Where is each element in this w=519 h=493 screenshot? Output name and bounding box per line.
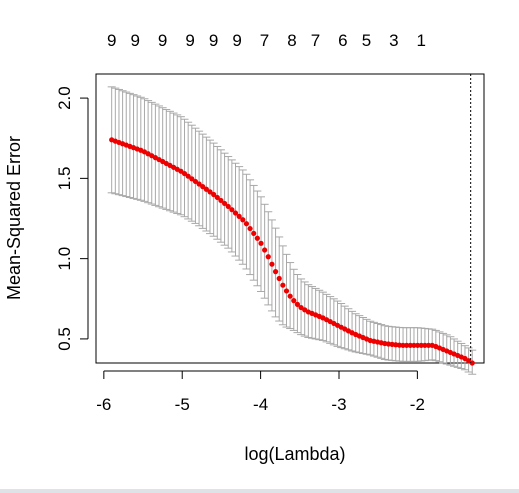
top-count-label: 3	[389, 31, 398, 50]
data-point	[225, 203, 231, 210]
error-bar	[176, 116, 185, 216]
error-bar	[213, 145, 222, 240]
x-tick-label: -6	[96, 395, 111, 414]
data-point	[269, 261, 275, 267]
data-point	[203, 186, 209, 192]
error-bar	[224, 156, 233, 249]
top-count-label: 9	[185, 31, 194, 50]
data-point	[407, 342, 413, 348]
data-point	[291, 298, 297, 304]
error-bar	[169, 112, 178, 213]
data-point	[240, 217, 246, 223]
error-bar	[184, 121, 193, 220]
top-count-label: 6	[338, 31, 347, 50]
data-point	[276, 275, 282, 282]
error-bar	[206, 139, 215, 235]
data-point	[181, 170, 188, 177]
data-point	[415, 342, 421, 348]
data-point	[236, 213, 242, 219]
data-point	[207, 189, 213, 195]
error-bar	[158, 107, 167, 209]
x-tick-label: -5	[175, 395, 190, 414]
data-point	[287, 293, 293, 299]
data-point	[425, 342, 432, 348]
window-bottom-strip	[0, 489, 519, 493]
error-bar	[227, 159, 236, 253]
top-count-label: 8	[287, 31, 296, 50]
data-point	[265, 254, 271, 260]
top-count-label: 9	[130, 31, 139, 50]
data-point	[232, 210, 239, 216]
x-tick-label: -2	[410, 395, 425, 414]
plot-frame	[95, 73, 485, 364]
error-bars-layer	[107, 86, 477, 375]
data-point	[211, 191, 217, 198]
data-point	[229, 207, 235, 213]
top-count-label: 9	[232, 31, 241, 50]
x-tick-label: -3	[331, 395, 346, 414]
top-count-label: 9	[209, 31, 218, 50]
error-bar	[165, 110, 174, 212]
top-count-label: 9	[107, 31, 116, 50]
y-tick-label: 0.5	[55, 327, 74, 351]
top-count-label: 5	[362, 31, 371, 50]
data-point	[196, 181, 202, 187]
error-bar	[191, 127, 200, 224]
data-point	[411, 342, 417, 348]
data-point	[404, 342, 410, 348]
error-bar	[173, 114, 182, 214]
error-bar	[187, 124, 196, 222]
data-point	[418, 342, 424, 348]
error-bar	[180, 118, 189, 218]
y-tick-label: 1.0	[55, 247, 74, 271]
data-point	[469, 360, 475, 366]
data-point	[283, 288, 290, 294]
y-tick-label: 2.0	[55, 86, 74, 110]
top-count-label: 9	[158, 31, 167, 50]
data-point	[221, 200, 228, 207]
data-point	[422, 342, 428, 348]
data-points-layer	[109, 137, 475, 366]
top-count-label: 7	[260, 31, 269, 50]
error-bar	[155, 105, 164, 208]
error-bar	[209, 142, 218, 237]
data-point	[251, 230, 257, 237]
error-bar	[151, 103, 160, 206]
data-point	[189, 176, 195, 182]
y-axis: 0.5 1.0 1.5 2.0	[55, 86, 89, 351]
y-tick-label: 1.5	[55, 167, 74, 191]
data-point	[400, 342, 406, 348]
error-bar	[162, 109, 171, 210]
data-point	[254, 235, 260, 241]
data-point	[262, 247, 268, 253]
data-point	[185, 173, 191, 179]
data-point	[280, 282, 286, 288]
data-point	[200, 184, 206, 190]
data-point	[272, 269, 279, 275]
error-bar	[231, 162, 240, 257]
data-point	[218, 197, 224, 204]
x-axis: -6 -5 -4 -3 -2	[96, 370, 425, 414]
error-bar	[198, 133, 207, 229]
data-point	[192, 178, 199, 185]
data-point	[258, 240, 264, 246]
error-bar	[235, 166, 244, 261]
data-point	[214, 194, 220, 201]
data-point	[294, 301, 301, 307]
top-count-label: 7	[311, 31, 320, 50]
data-point	[243, 221, 250, 227]
error-bar	[220, 152, 229, 246]
error-bar	[238, 169, 247, 265]
x-axis-title: log(Lambda)	[244, 444, 345, 464]
y-axis-title: Mean-Squared Error	[4, 136, 24, 300]
error-bar	[202, 136, 211, 232]
error-bar	[216, 149, 225, 243]
top-count-label: 1	[417, 31, 426, 50]
error-bar	[195, 130, 204, 227]
data-point	[247, 225, 253, 232]
x-tick-label: -4	[253, 395, 268, 414]
